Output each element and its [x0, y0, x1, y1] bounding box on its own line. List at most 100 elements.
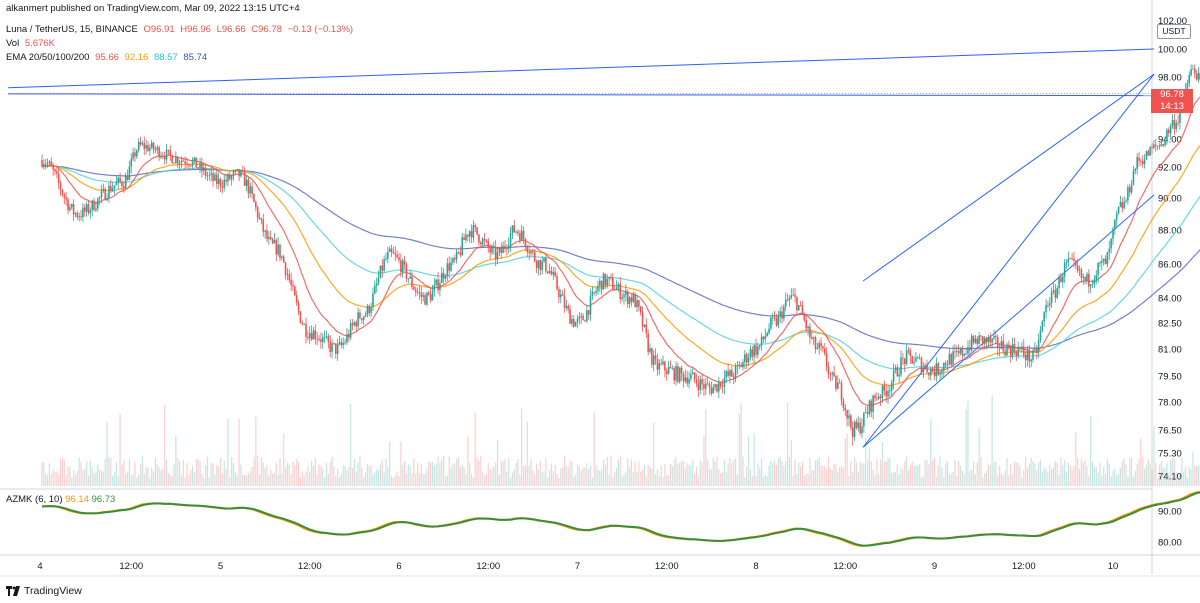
- volume-bar: [385, 458, 387, 486]
- time-tick-label: 12:00: [833, 561, 857, 572]
- volume-bar: [97, 464, 99, 486]
- candle-body: [718, 382, 720, 392]
- candle-body: [757, 346, 759, 355]
- candle-body: [604, 273, 607, 286]
- oscillator-tick-label: 90.00: [1158, 507, 1182, 518]
- candle-body: [831, 372, 834, 375]
- candle-body: [898, 374, 900, 377]
- candle-body: [381, 265, 384, 271]
- candle-body: [1052, 290, 1055, 292]
- volume-bar: [1168, 474, 1170, 486]
- candle-body: [559, 294, 562, 298]
- candle-body: [1099, 262, 1101, 264]
- candle-body: [506, 248, 508, 250]
- volume-bar: [677, 464, 679, 486]
- candle-body: [191, 160, 194, 166]
- volume-bar: [969, 470, 971, 486]
- volume-bar: [1075, 432, 1077, 486]
- candle-body: [783, 306, 785, 319]
- volume-bar: [1013, 461, 1016, 486]
- volume-bar: [615, 468, 618, 486]
- volume-bar: [413, 458, 415, 486]
- candle-body: [684, 377, 687, 382]
- volume-bar: [820, 465, 822, 486]
- candle-body: [537, 260, 540, 269]
- candle-body: [273, 240, 276, 244]
- volume-bar: [106, 422, 108, 486]
- candle-body: [1015, 351, 1018, 356]
- volume-bar: [976, 461, 978, 486]
- candle-body: [1166, 129, 1168, 140]
- volume-bar: [993, 462, 995, 486]
- candle-body: [186, 163, 188, 165]
- candle-body: [98, 197, 101, 199]
- candle-body: [565, 305, 568, 308]
- volume-bar: [511, 472, 514, 486]
- candle-body: [1065, 262, 1068, 264]
- volume-bar: [853, 457, 856, 486]
- volume-bar: [482, 471, 484, 486]
- volume-bar: [922, 477, 924, 486]
- candle-body: [93, 200, 95, 211]
- candle-body: [333, 342, 335, 344]
- candle-body: [279, 244, 281, 258]
- volume-bar: [363, 477, 365, 486]
- candle-body: [972, 336, 975, 343]
- candle-body: [1056, 288, 1059, 298]
- tradingview-brand[interactable]: TradingView: [6, 585, 82, 597]
- volume-bar: [550, 463, 553, 486]
- currency-badge[interactable]: USDT: [1157, 24, 1191, 39]
- volume-bar: [59, 460, 62, 486]
- volume-bar: [495, 462, 497, 486]
- candle-body: [225, 179, 227, 182]
- price-tick-label: 94.00: [1158, 135, 1182, 146]
- candle-body: [346, 334, 348, 343]
- volume-bar: [489, 469, 491, 486]
- volume-bar: [850, 461, 852, 486]
- volume-bar: [727, 463, 729, 486]
- volume-bar: [234, 471, 236, 486]
- candle-body: [677, 365, 679, 382]
- candle-body: [418, 292, 421, 294]
- candle-body: [634, 294, 636, 308]
- volume-bar: [826, 468, 828, 486]
- candle-body: [933, 371, 936, 377]
- candle-body: [400, 260, 402, 273]
- candle-body: [465, 234, 467, 241]
- candle-body: [916, 357, 919, 359]
- candle-body: [660, 363, 662, 365]
- candle-body: [747, 357, 750, 363]
- candle-body: [688, 378, 690, 384]
- volume-bar: [381, 460, 383, 486]
- candle-body: [1149, 147, 1151, 156]
- candle-body: [1000, 341, 1003, 349]
- volume-bar: [318, 464, 320, 486]
- volume-bar: [1065, 471, 1068, 486]
- volume-bar: [110, 457, 112, 486]
- volume-bar: [91, 467, 93, 486]
- horizontal-trendline: [8, 93, 1155, 97]
- volume-bar: [963, 473, 965, 486]
- candle-body: [1067, 258, 1070, 263]
- candle-body: [801, 305, 804, 315]
- volume-bar: [1192, 451, 1194, 486]
- volume-bar: [658, 476, 660, 486]
- volume-bar: [301, 471, 303, 486]
- volume-bar: [1196, 465, 1198, 486]
- candle-body: [413, 286, 415, 290]
- symbol-legend[interactable]: Luna / TetherUS, 15, BINANCE O96.91 H96.…: [6, 24, 356, 35]
- volume-bar: [478, 460, 480, 486]
- oscillator-legend[interactable]: AZMK (6, 10) 96.14 96.73: [6, 494, 115, 505]
- volume-bar: [1093, 467, 1096, 486]
- candle-body: [509, 233, 512, 245]
- volume-bar: [759, 468, 761, 486]
- volume-bar: [562, 467, 564, 486]
- candle-body: [87, 204, 90, 213]
- ema-legend[interactable]: EMA 20/50/100/200 95.66 92.16 88.57 85.7…: [6, 52, 210, 63]
- volume-bar: [528, 465, 530, 486]
- candle-body: [1019, 347, 1021, 350]
- volume-bar: [255, 416, 257, 486]
- volume-legend[interactable]: Vol 5.676K: [6, 38, 58, 49]
- candle-body: [827, 367, 830, 375]
